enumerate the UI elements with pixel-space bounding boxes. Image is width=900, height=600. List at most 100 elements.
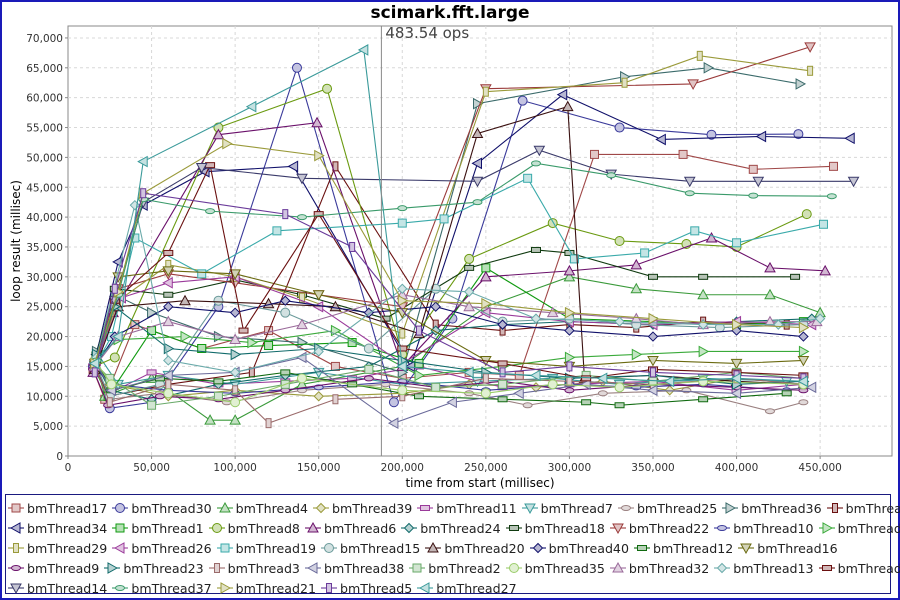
data-point	[684, 190, 695, 197]
data-point	[415, 325, 422, 336]
legend-label: bmThread37	[131, 580, 212, 596]
y-tick-label: 65,000	[26, 63, 63, 75]
axes: 0 5,000 10,000 15,000 20,000 25,000 30,000 35,0…	[26, 33, 842, 474]
data-point	[230, 348, 242, 361]
legend-marker-icon	[740, 543, 753, 554]
legend-marker-icon	[11, 565, 21, 571]
data-point	[797, 375, 808, 388]
legend-label: bmThread3	[227, 560, 300, 576]
data-point	[596, 372, 608, 385]
y-tick-label: 45,000	[26, 182, 63, 194]
data-point	[296, 173, 308, 185]
legend-marker-icon	[220, 543, 230, 553]
legend-swatch	[714, 562, 731, 574]
data-point	[580, 378, 591, 391]
y-tick-label: 10,000	[26, 391, 63, 403]
data-point	[497, 319, 508, 330]
legend-item: bmThread31	[818, 560, 900, 576]
data-point	[463, 300, 475, 312]
legend-item: bmThread2	[409, 561, 501, 576]
y-tick-label: 40,000	[26, 212, 63, 224]
data-point	[847, 176, 860, 188]
legend-label: bmThread29	[27, 540, 108, 556]
legend-swatch	[617, 505, 634, 511]
legend-label: bmThread30	[131, 500, 212, 516]
data-point	[690, 226, 700, 236]
legend-swatch	[8, 503, 24, 513]
data-point	[163, 249, 174, 256]
legend-label: bmThread7	[540, 500, 613, 516]
data-point	[614, 236, 625, 246]
legend-swatch	[112, 503, 129, 513]
data-point	[314, 149, 325, 162]
data-point	[814, 313, 826, 324]
data-point	[162, 276, 173, 289]
data-point	[482, 373, 489, 384]
legend-label: bmThread18	[524, 520, 605, 536]
data-point	[513, 387, 524, 400]
legend-label: bmThread31	[837, 560, 900, 576]
legend-label: bmThread4	[235, 500, 308, 516]
series-bmThread27	[88, 44, 808, 388]
data-point	[282, 209, 289, 220]
data-point	[481, 263, 491, 273]
data-point	[199, 165, 210, 178]
legend-label: bmThread14	[27, 580, 108, 596]
legend-swatch	[409, 563, 426, 573]
data-point	[497, 396, 508, 403]
data-point	[272, 226, 282, 236]
data-point	[154, 393, 165, 400]
data-point	[332, 161, 339, 172]
data-point	[230, 397, 241, 408]
data-point	[818, 219, 828, 229]
data-point	[280, 295, 291, 306]
series-bmThread21	[90, 137, 810, 370]
legend-marker-icon	[13, 543, 19, 553]
x-tick-label: 300,000	[548, 462, 591, 474]
data-point	[387, 417, 399, 430]
data-point	[130, 320, 140, 330]
legend-swatch	[425, 542, 442, 553]
data-point	[238, 327, 249, 334]
legend-swatch	[401, 522, 418, 534]
legend-label: bmThread5	[339, 580, 413, 596]
legend-swatch	[8, 583, 24, 594]
data-point	[696, 50, 703, 61]
legend-label: bmThread1	[131, 520, 204, 536]
legend-item: bmThread33	[818, 521, 900, 536]
data-point	[137, 155, 148, 168]
legend-row: bmThread34 bmThread1 bmThread8 bmThread6 bmT…	[8, 518, 900, 538]
data-point	[388, 397, 399, 408]
legend-marker-icon	[306, 562, 318, 574]
data-point	[546, 306, 559, 318]
data-point	[621, 77, 628, 88]
legend-item: bmThread23	[104, 561, 204, 576]
legend-item: bmThread9	[8, 561, 99, 576]
legend-item: bmThread17	[8, 501, 107, 516]
legend-marker-icon	[325, 583, 332, 593]
data-point	[556, 88, 568, 101]
data-point	[471, 176, 484, 188]
data-point	[703, 61, 715, 74]
data-point	[397, 205, 408, 212]
legend-swatch	[505, 563, 522, 573]
legend-item: bmThread5	[320, 580, 413, 596]
series-line-bmThread1	[94, 267, 804, 398]
data-point	[480, 388, 491, 399]
legend-swatch	[417, 582, 434, 594]
data-point	[648, 312, 660, 325]
legend-label: bmThread40	[548, 540, 629, 556]
legend-item: bmThread15	[320, 541, 420, 556]
y-tick-label: 5,000	[33, 421, 63, 433]
legend-item: bmThread38	[304, 561, 404, 576]
legend-marker-icon	[717, 525, 728, 531]
legend-marker-icon	[114, 542, 125, 554]
legend-swatch	[609, 562, 626, 573]
data-point	[247, 336, 258, 349]
data-point	[764, 261, 776, 273]
data-point	[472, 199, 483, 206]
legend-item: bmThread35	[505, 561, 605, 576]
data-point	[180, 330, 192, 343]
data-point	[463, 366, 474, 379]
legend-item: bmThread4	[216, 500, 308, 516]
